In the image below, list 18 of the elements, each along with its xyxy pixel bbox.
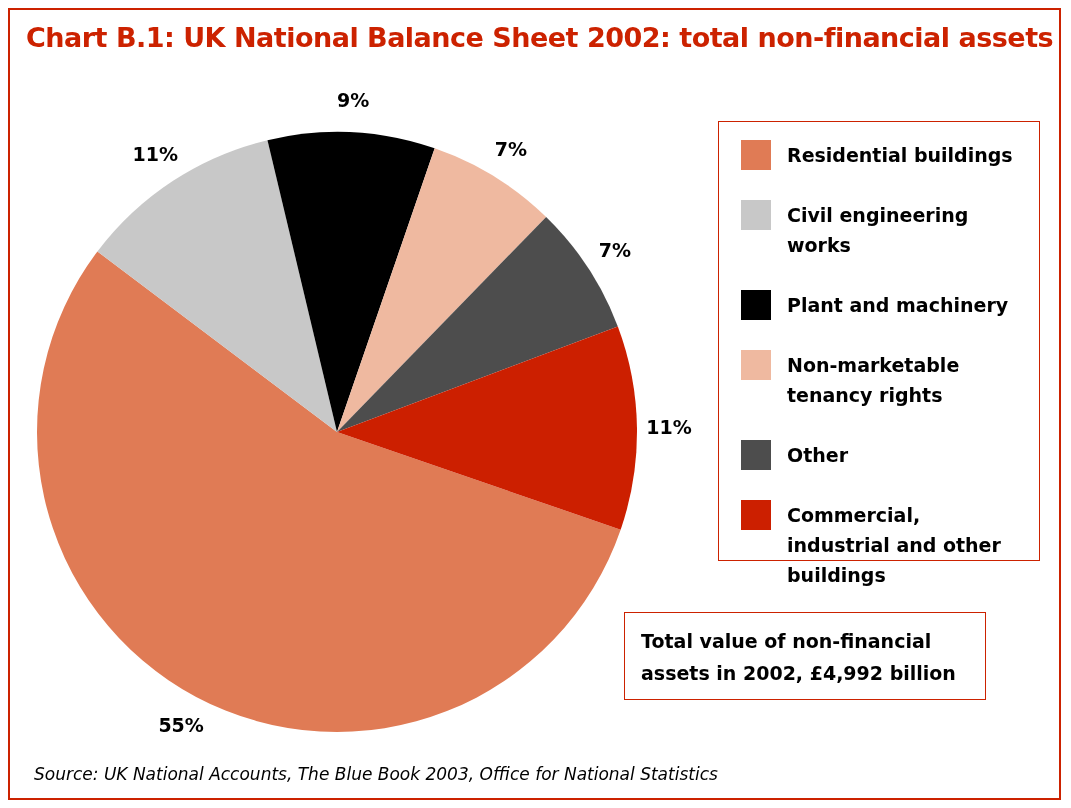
pie-slice — [267, 132, 435, 432]
legend-label: Residential buildings — [787, 143, 1013, 168]
legend-label: Non-marketable tenancy rights — [787, 353, 961, 408]
data-label: 55% — [158, 713, 204, 736]
chart-title: Chart B.1: UK National Balance Sheet 2002: total non-financial assets — [26, 22, 1054, 53]
legend-label: Civil engineering works — [787, 203, 970, 258]
legend-label: Commercial, industrial and other buildings — [787, 503, 1002, 588]
source-note: Source: UK National Accounts, The Blue Book 2003, Office for National Statistics — [34, 764, 718, 784]
data-label: 9% — [337, 89, 370, 112]
text: Total value of non-financial assets in 2002, £4,992 billion — [624, 612, 986, 700]
legend-label: Other — [787, 443, 849, 468]
data-label: 11% — [646, 416, 692, 439]
data-label: 7% — [598, 238, 631, 261]
data-label: 7% — [494, 137, 528, 160]
legend-label: Plant and machinery — [787, 293, 1009, 318]
pie-slice — [97, 140, 337, 432]
pie-slice — [337, 326, 637, 530]
data-label: 11% — [132, 142, 178, 165]
